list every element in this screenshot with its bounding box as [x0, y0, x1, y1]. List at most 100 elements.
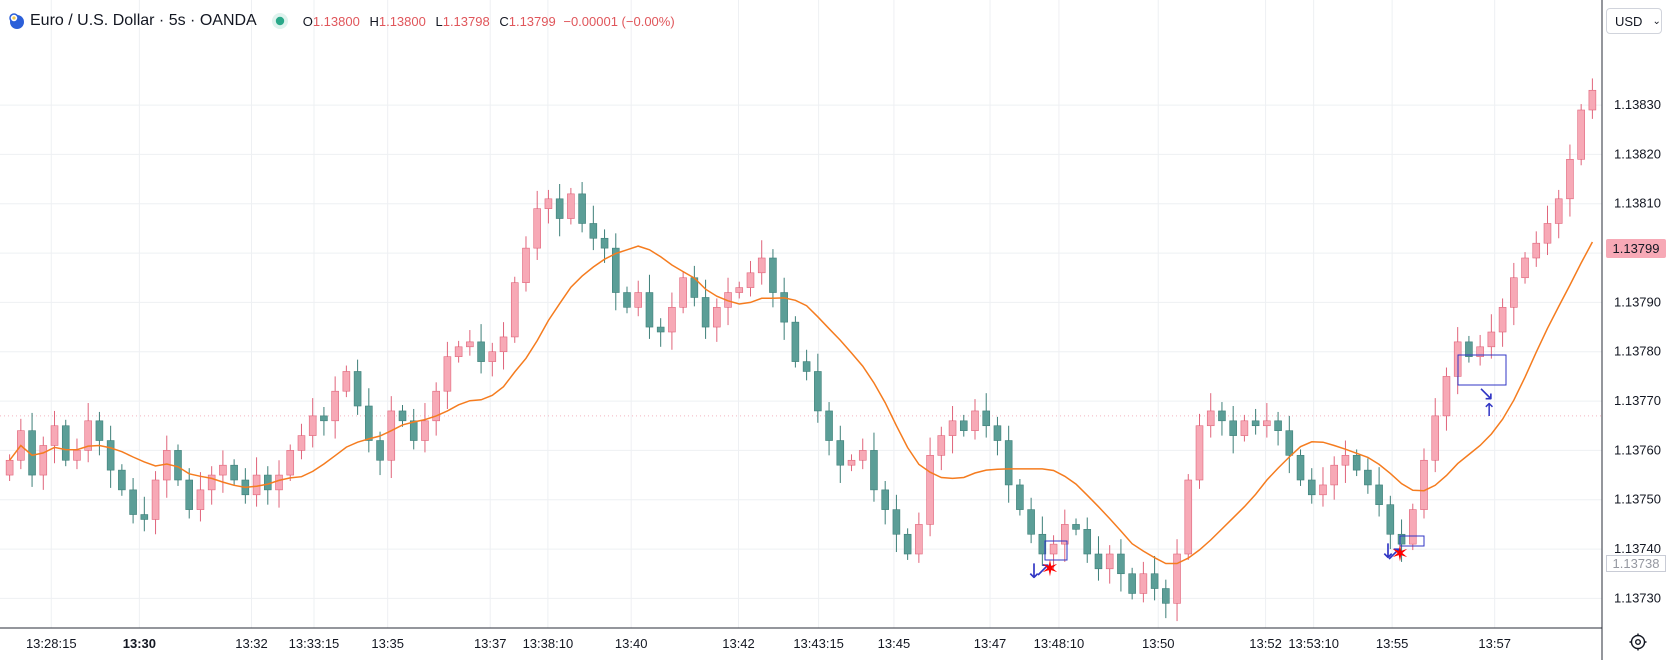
ohlc-values: O1.13800 H1.13800 L1.13798 C1.13799 −0.0… [303, 14, 675, 29]
settings-gear-icon[interactable] [1628, 632, 1648, 652]
candle-down [1285, 430, 1294, 456]
candle-down [398, 410, 407, 422]
close-label: C [499, 13, 509, 29]
candle-up [522, 247, 530, 283]
candle-down [376, 440, 384, 461]
time-tick-label: 13:48:10 [1034, 636, 1085, 651]
candle-up [443, 356, 452, 392]
candle-down [106, 440, 115, 471]
candle-up [1487, 331, 1496, 348]
candle-up [668, 307, 676, 333]
price-tick-label: 1.13780 [1614, 344, 1661, 359]
candle-down [1465, 341, 1473, 357]
candle-up [713, 307, 721, 328]
candle-down [791, 321, 800, 362]
candle-down [589, 223, 598, 239]
euro-usd-flag-icon [9, 13, 24, 29]
candle-down [230, 464, 238, 481]
candle-up [1442, 376, 1451, 417]
candle-up [1577, 109, 1585, 160]
marker-price-tag: 1.13738 [1606, 555, 1666, 572]
market-open-dot-icon[interactable] [271, 12, 289, 30]
candle-down [140, 514, 149, 520]
time-tick-label: 13:28:15 [26, 636, 77, 651]
candle-up [948, 420, 957, 436]
signal-box [1044, 540, 1068, 561]
price-tick-label: 1.13740 [1614, 541, 1661, 556]
candle-up [1195, 425, 1204, 481]
candle-up [196, 489, 205, 510]
time-tick-label: 13:50 [1142, 636, 1175, 651]
candle-up [1588, 89, 1597, 111]
candle-up [387, 410, 396, 461]
candle-down [892, 509, 901, 535]
candle-down [903, 533, 912, 555]
candle-up [252, 474, 261, 496]
candle-down [825, 410, 833, 441]
candles [5, 78, 1597, 622]
time-tick-label: 13:52 [1249, 636, 1282, 651]
candle-up [915, 524, 923, 555]
candle-up [73, 450, 81, 461]
candle-up [1532, 242, 1541, 259]
time-tick-label: 13:53:10 [1288, 636, 1339, 651]
candle-up [1498, 307, 1507, 333]
symbol-title[interactable]: Euro / U.S. Dollar · 5s · OANDA [30, 12, 257, 29]
time-tick-label: 13:45 [878, 636, 911, 651]
candle-up [1476, 346, 1484, 357]
candle-down [1162, 588, 1170, 604]
candle-up [308, 415, 317, 436]
candle-down [1386, 504, 1395, 535]
candle-down [1218, 410, 1226, 422]
candle-up [432, 390, 440, 422]
time-tick-label: 13:40 [615, 636, 648, 651]
candle-up [847, 459, 856, 466]
candle-down [656, 326, 665, 333]
time-tick-label: 13:33:15 [289, 636, 340, 651]
candle-up [1420, 459, 1428, 510]
symbol-legend: Euro / U.S. Dollar · 5s · OANDA O1.13800… [8, 9, 675, 33]
candle-down [1307, 479, 1316, 496]
price-tick-label: 1.13760 [1614, 442, 1661, 457]
currency-select[interactable]: USD ⌄ [1606, 8, 1662, 34]
candle-up [1409, 509, 1417, 545]
signal-glyph: ↗ [1386, 541, 1403, 565]
time-tick-label: 13:38:10 [523, 636, 574, 651]
price-axis: 1.13730 1.13740 1.13750 1.13760 1.13770 1.137… [1614, 97, 1661, 605]
candle-up [1521, 257, 1529, 279]
time-tick-label: 13:55 [1376, 636, 1409, 651]
change-value: −0.00001 (−0.00%) [563, 13, 675, 29]
candle-up [454, 346, 463, 357]
candle-up [679, 277, 687, 308]
grid [0, 0, 1602, 628]
candle-up [499, 336, 508, 353]
candle-up [1240, 420, 1249, 436]
candle-down [780, 292, 788, 323]
candle-up [421, 420, 429, 441]
candle-up [1049, 543, 1058, 555]
candle-down [870, 450, 878, 491]
candle-down [802, 361, 811, 372]
close-value: 1.13799 [508, 13, 556, 29]
candle-up [1319, 484, 1327, 496]
candle-down [353, 371, 362, 407]
candle-down [320, 415, 328, 422]
candle-up [1566, 159, 1574, 200]
time-tick-label: 13:57 [1478, 636, 1511, 651]
candle-up [488, 351, 497, 362]
candle-down [1027, 509, 1035, 535]
candle-up [219, 464, 227, 476]
candle-up [858, 450, 867, 461]
candle-up [533, 208, 541, 249]
price-tick-label: 1.13820 [1614, 146, 1661, 161]
signal-annotations: ↓↑↓↗↗↘✶✶ [1026, 354, 1507, 583]
candle-down [185, 479, 193, 510]
signal-box [1457, 354, 1507, 386]
open-label: O [302, 13, 313, 29]
candle-up [1554, 198, 1563, 224]
candle-up [84, 420, 92, 451]
price-tick-label: 1.13830 [1614, 97, 1661, 112]
candle-down [174, 450, 182, 481]
candle-up [1173, 553, 1181, 604]
